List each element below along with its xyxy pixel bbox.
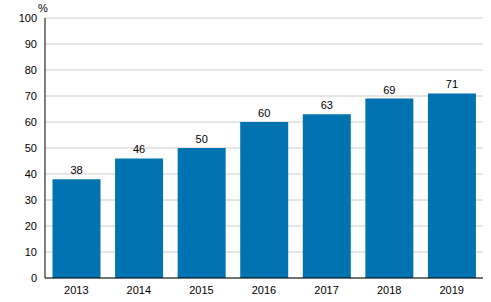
svg-text:63: 63: [321, 99, 333, 111]
svg-text:70: 70: [25, 90, 37, 102]
svg-text:2018: 2018: [377, 284, 401, 296]
svg-text:90: 90: [25, 38, 37, 50]
svg-text:50: 50: [196, 133, 208, 145]
svg-text:60: 60: [258, 107, 270, 119]
svg-text:2014: 2014: [127, 284, 151, 296]
svg-text:100: 100: [19, 12, 37, 24]
svg-text:69: 69: [383, 84, 395, 96]
svg-text:2013: 2013: [64, 284, 88, 296]
svg-text:60: 60: [25, 116, 37, 128]
svg-text:46: 46: [133, 143, 145, 155]
svg-text:38: 38: [70, 164, 82, 176]
svg-text:2016: 2016: [252, 284, 276, 296]
svg-text:2019: 2019: [439, 284, 463, 296]
svg-text:10: 10: [25, 246, 37, 258]
svg-text:80: 80: [25, 64, 37, 76]
svg-text:40: 40: [25, 168, 37, 180]
svg-text:2015: 2015: [189, 284, 213, 296]
svg-text:50: 50: [25, 142, 37, 154]
svg-text:30: 30: [25, 194, 37, 206]
svg-text:2017: 2017: [314, 284, 338, 296]
svg-text:0: 0: [31, 272, 37, 284]
svg-text:71: 71: [446, 78, 458, 90]
svg-text:20: 20: [25, 220, 37, 232]
